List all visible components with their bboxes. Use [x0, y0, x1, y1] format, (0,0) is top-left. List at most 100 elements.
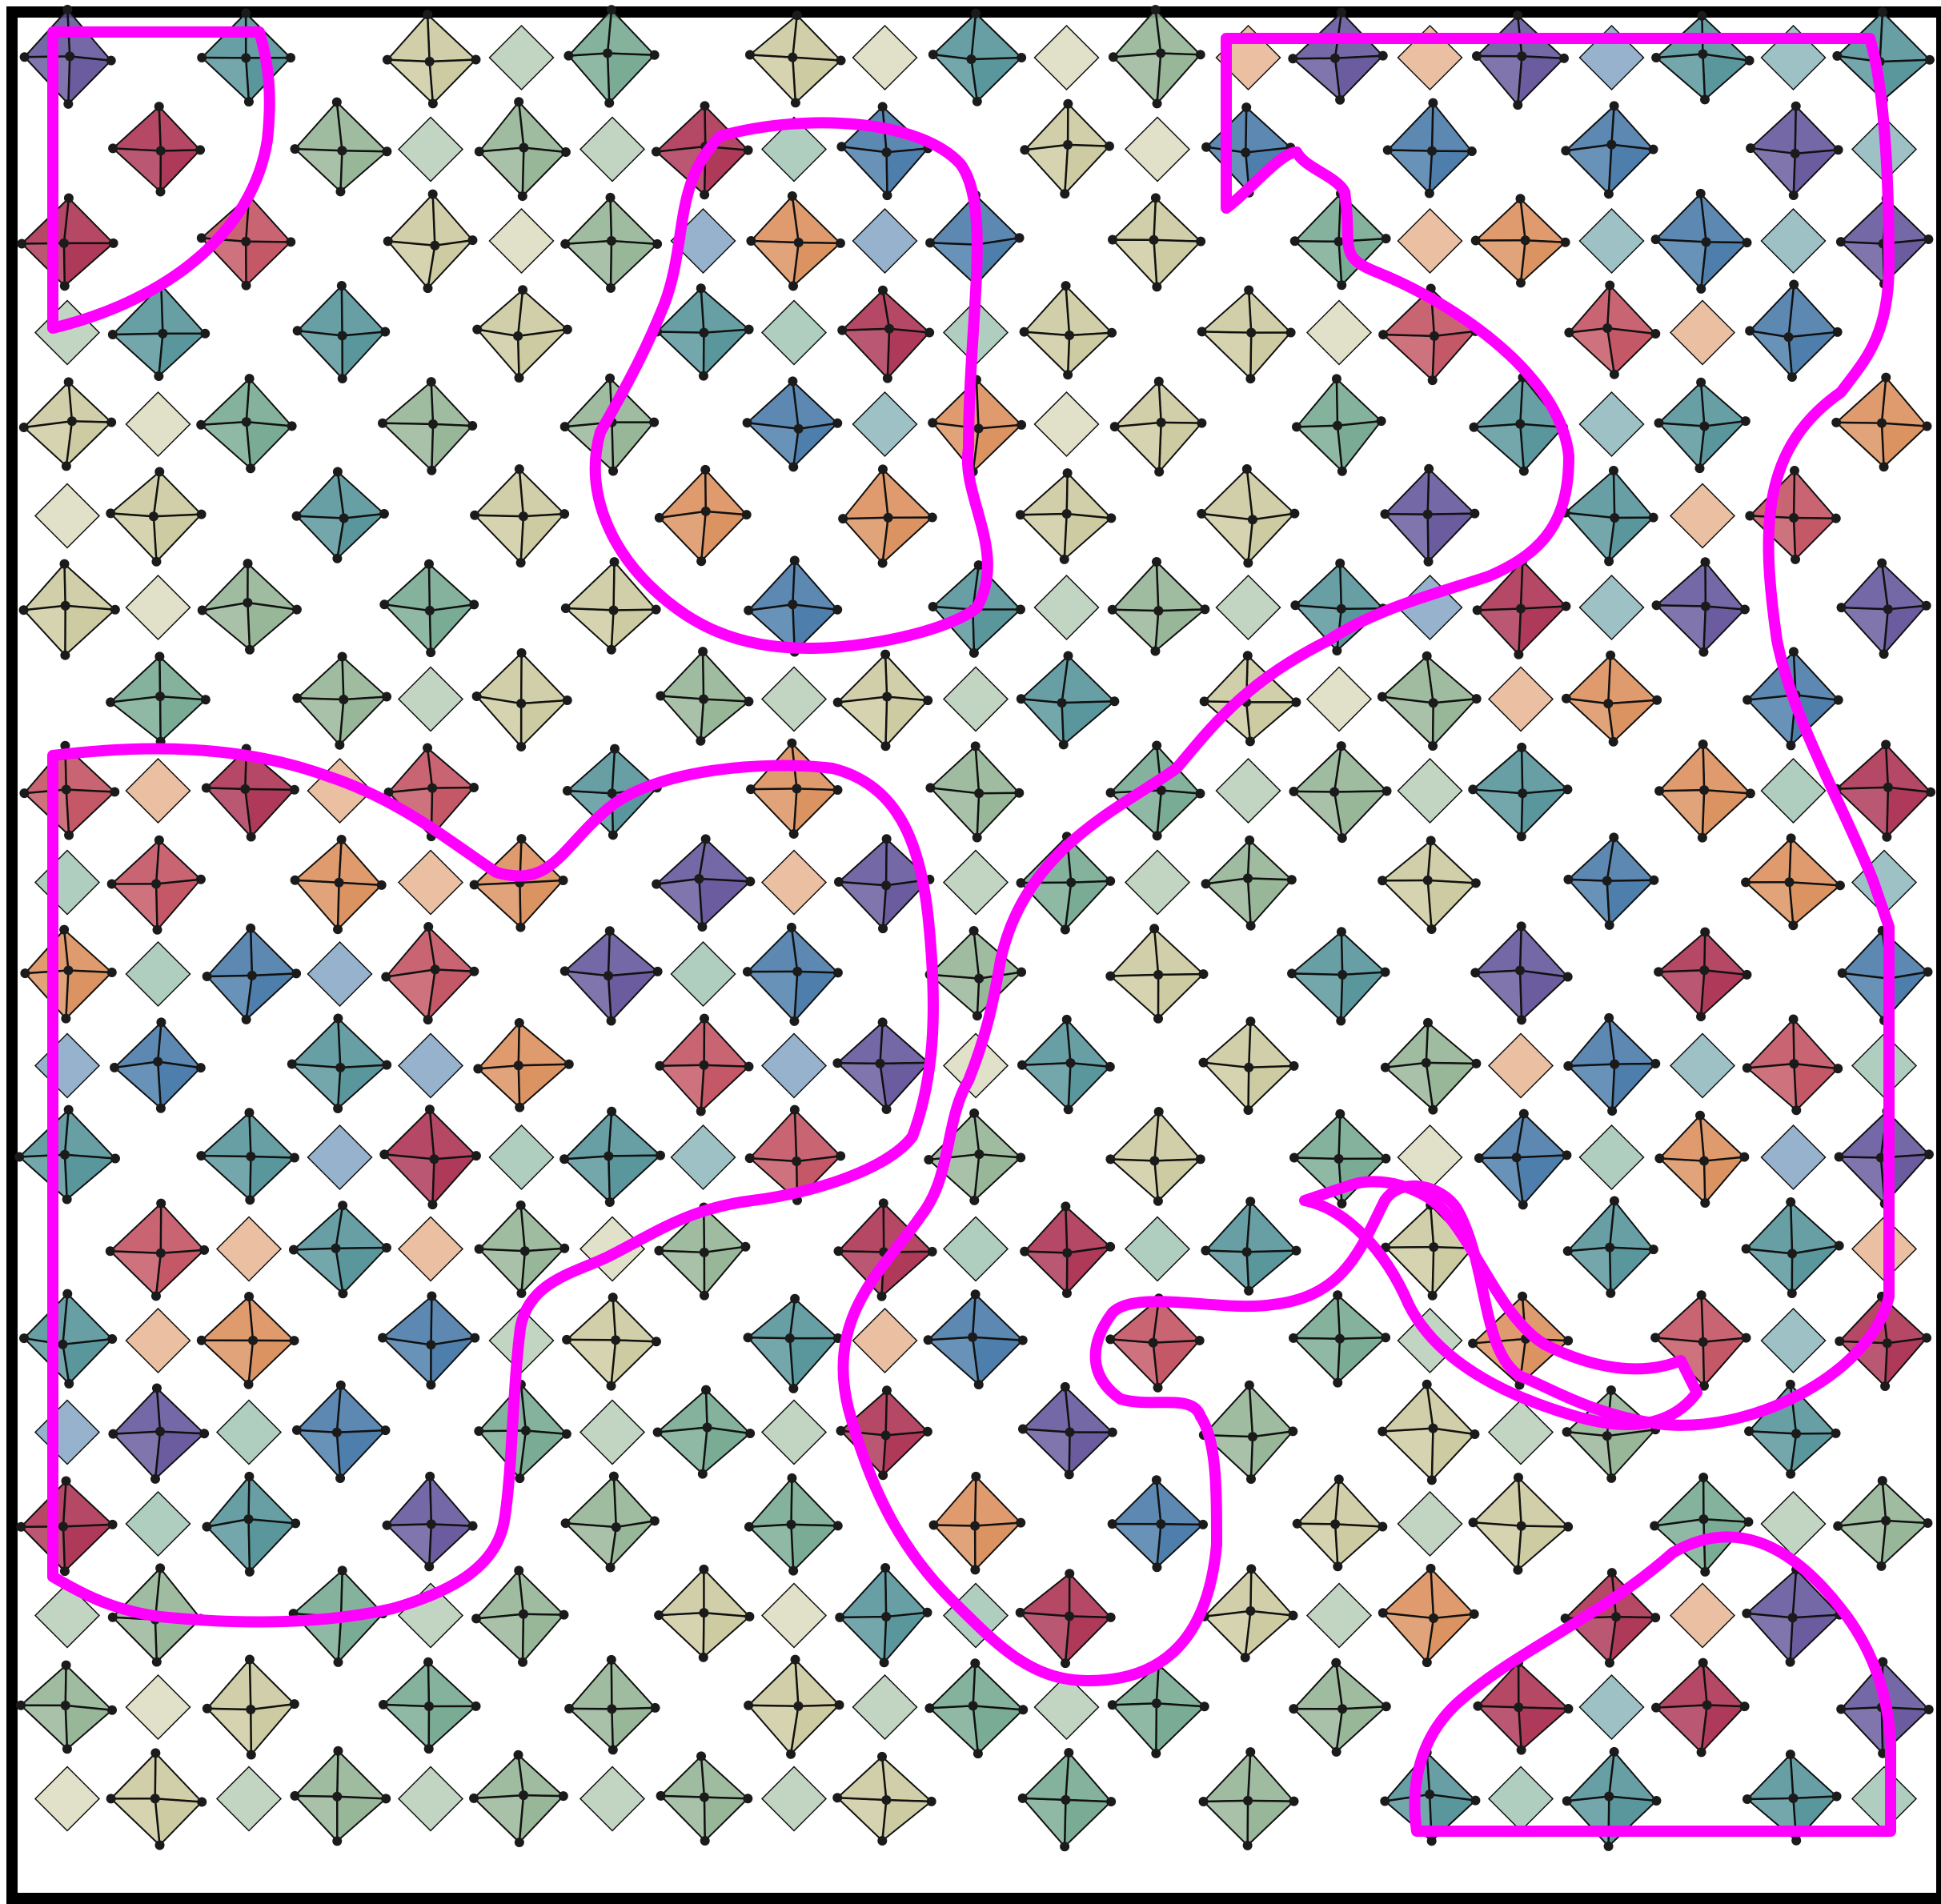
atom-node: [1330, 54, 1340, 63]
atom-node: [973, 97, 982, 106]
atom-node: [1700, 928, 1710, 937]
tetrahedron-face: [1113, 562, 1159, 611]
atom-node: [1108, 605, 1117, 615]
atom-node: [1332, 374, 1341, 383]
tetrahedron-face: [1383, 1613, 1434, 1662]
bond: [660, 1065, 704, 1066]
atom-node: [1472, 694, 1482, 703]
atom-node: [744, 146, 753, 155]
tetrahedron-face: [1762, 1309, 1826, 1373]
atom-node: [1106, 1613, 1116, 1622]
bond: [1609, 1797, 1610, 1846]
tetrahedron-face: [155, 1432, 204, 1479]
atom-node: [656, 1151, 665, 1160]
atom-node: [1201, 879, 1211, 888]
atom-node: [974, 423, 984, 433]
atom-node: [1427, 1475, 1437, 1485]
atom-node: [703, 1423, 712, 1433]
tetrahedron-face: [611, 1340, 656, 1385]
tetrahedron-face: [1607, 328, 1655, 375]
atom-node: [607, 5, 616, 14]
tetrahedron-face: [701, 288, 749, 332]
atom-node: [700, 465, 710, 475]
atom-node: [1423, 510, 1433, 519]
atom-node: [152, 1657, 162, 1667]
atom-node: [1153, 831, 1162, 840]
atom-node: [241, 53, 251, 62]
atom-node: [1745, 511, 1755, 520]
tetrahedron-face: [1474, 424, 1523, 471]
atom-node: [925, 238, 935, 247]
tetrahedron-face: [1658, 932, 1705, 972]
tetrahedron-face: [608, 972, 658, 1021]
tetrahedron-face: [1113, 1703, 1157, 1754]
tetrahedron-face: [295, 840, 342, 883]
atom-node: [1786, 1380, 1795, 1389]
tetrahedron-face: [158, 1062, 201, 1108]
tetrahedron-face: [1703, 744, 1751, 793]
atom-node: [62, 1476, 71, 1485]
bond: [338, 883, 339, 929]
atom-node: [1290, 600, 1300, 610]
tetrahedron-face: [1656, 1663, 1707, 1708]
atom-node: [471, 1702, 481, 1711]
atom-node: [246, 1705, 255, 1714]
atom-node: [1244, 286, 1253, 295]
tetrahedron-face: [1607, 1429, 1655, 1478]
bond: [207, 1709, 251, 1710]
tetrahedron-face: [837, 1798, 886, 1841]
tetrahedron-face: [840, 1568, 886, 1617]
atom-node: [974, 974, 984, 984]
atom-node: [1243, 651, 1253, 660]
bond: [839, 1251, 884, 1252]
tetrahedron-face: [885, 1568, 927, 1617]
atom-node: [1108, 1428, 1117, 1437]
atom-node: [151, 557, 161, 567]
atom-node: [1149, 924, 1159, 933]
atom-node: [1701, 602, 1710, 611]
atom-node: [1424, 464, 1434, 474]
atom-node: [1835, 1241, 1844, 1251]
atom-node: [791, 1655, 800, 1665]
atom-node: [333, 1657, 343, 1667]
atom-node: [1610, 513, 1619, 523]
atom-node: [1742, 695, 1752, 704]
tetrahedron-face: [611, 198, 658, 244]
atom-node: [1789, 1059, 1799, 1068]
atom-node: [1519, 1109, 1529, 1119]
atom-node: [1106, 513, 1116, 523]
tetrahedron-face: [1703, 1663, 1745, 1707]
atom-node: [1153, 970, 1163, 980]
atom-node: [1742, 1609, 1751, 1618]
tetrahedron-face: [110, 513, 156, 561]
atom-node: [1061, 1658, 1070, 1668]
tetrahedron-face: [340, 150, 387, 191]
tetrahedron-face: [1518, 56, 1564, 105]
atom-node: [67, 416, 77, 426]
atom-node: [335, 740, 344, 750]
bond: [475, 515, 523, 516]
tetrahedron-face: [112, 840, 159, 884]
atom-node: [519, 1609, 528, 1619]
atom-node: [1513, 10, 1522, 20]
tetrahedron-face: [1341, 972, 1385, 1021]
atom-node: [879, 1198, 888, 1208]
tetrahedron-face: [1659, 423, 1705, 469]
tetrahedron-face: [1656, 239, 1706, 289]
atom-node: [1198, 1520, 1208, 1529]
tetrahedron-face: [1022, 1063, 1070, 1109]
atom-node: [1604, 1842, 1614, 1851]
atom-node: [378, 419, 387, 428]
tetrahedron-face: [1656, 1705, 1707, 1752]
tetrahedron-face: [1335, 1479, 1382, 1526]
atom-node: [789, 1016, 799, 1026]
tetrahedron-face: [608, 1156, 660, 1202]
atom-node: [1699, 785, 1709, 795]
atom-node: [969, 1196, 979, 1205]
tetrahedron-face: [1747, 1754, 1793, 1799]
atom-node: [1152, 282, 1161, 291]
tetrahedron-face: [699, 839, 750, 881]
tetrahedron-face: [564, 1112, 612, 1160]
atom-node: [1789, 513, 1799, 523]
atom-node: [63, 965, 73, 975]
